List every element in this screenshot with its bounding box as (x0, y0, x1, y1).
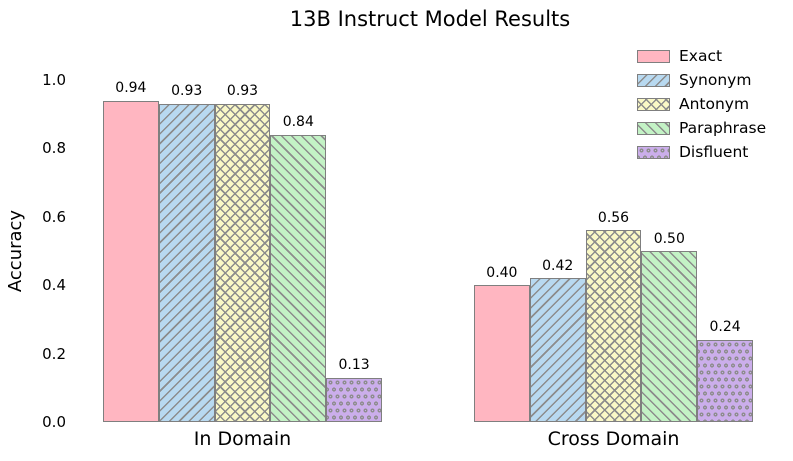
bar-value-label: 0.40 (486, 264, 518, 281)
bar-disfluent-cross-domain (697, 339, 753, 422)
legend-label: Paraphrase (679, 119, 767, 137)
legend: Exact Synonym Antonym Paraphrase Disfluent (637, 44, 766, 164)
y-axis-label: Accuracy (5, 209, 26, 293)
bar-paraphrase-cross-domain (641, 251, 698, 422)
y-tick-label: 0.8 (42, 139, 66, 158)
y-tick-label: 0.0 (42, 413, 66, 431)
legend-swatch-exact (637, 49, 670, 63)
bar-value-label: 0.50 (653, 230, 685, 247)
y-tick-label: 0.4 (42, 276, 66, 295)
bar-synonym-in-domain (158, 103, 215, 422)
legend-swatch-synonym (637, 73, 670, 87)
bar-value-label: 0.94 (115, 80, 147, 97)
bar-value-label: 0.56 (597, 209, 630, 226)
legend-entry-paraphrase: Paraphrase (637, 116, 766, 140)
chart-title: 13B Instruct Model Results (289, 7, 571, 31)
legend-label: Antonym (679, 95, 750, 113)
bar-value-label: 0.24 (709, 319, 741, 336)
bar-value-label: 0.42 (542, 257, 574, 274)
legend-entry-antonym: Antonym (637, 92, 766, 116)
bar-synonym-cross-domain (529, 278, 586, 422)
legend-swatch-disfluent (637, 145, 670, 159)
legend-label: Disfluent (679, 143, 749, 161)
legend-swatch-paraphrase (637, 121, 670, 135)
bar-exact-in-domain (103, 100, 159, 422)
legend-label: Exact (679, 47, 723, 65)
legend-entry-synonym: Synonym (637, 68, 766, 92)
bar-value-label: 0.13 (338, 357, 370, 374)
x-category-label-in-domain: In Domain (193, 428, 292, 450)
legend-entry-exact: Exact (637, 44, 766, 68)
bar-value-label: 0.93 (226, 83, 259, 100)
y-tick-label: 1.0 (42, 71, 66, 89)
bar-exact-cross-domain (474, 285, 530, 422)
y-tick-label: 0.6 (42, 207, 66, 226)
y-tick-label: 0.2 (42, 344, 66, 363)
bar-antonym-cross-domain (585, 230, 642, 422)
bar-paraphrase-in-domain (270, 134, 327, 422)
legend-swatch-antonym (637, 97, 670, 111)
bar-value-label: 0.93 (171, 83, 203, 100)
legend-entry-disfluent: Disfluent (637, 140, 766, 164)
bar-value-label: 0.84 (282, 114, 314, 131)
bar-antonym-in-domain (214, 103, 271, 422)
x-category-label-cross-domain: Cross Domain (547, 428, 680, 450)
bar-disfluent-in-domain (326, 377, 382, 422)
legend-label: Synonym (679, 71, 752, 89)
